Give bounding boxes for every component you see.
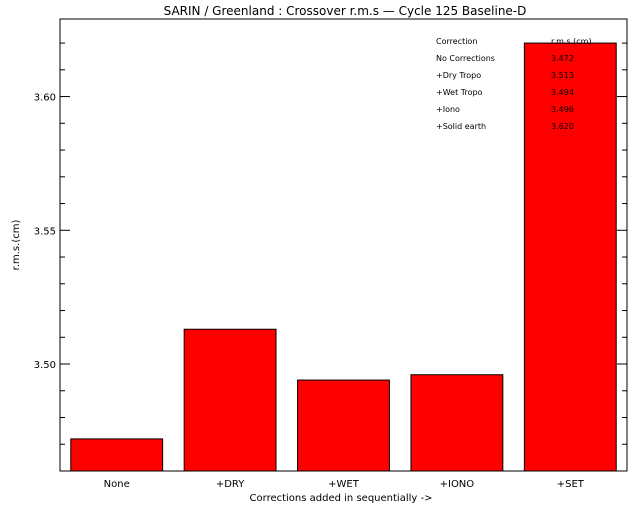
bar: [70, 438, 164, 472]
bar: [523, 42, 617, 472]
legend-header-name: Correction: [436, 37, 477, 46]
bar: [410, 374, 504, 472]
y-tick-label: 3.55: [34, 226, 56, 237]
x-axis-label: Corrections added in sequentially ->: [250, 493, 433, 504]
bar: [297, 379, 390, 472]
bar: [183, 328, 277, 472]
x-tick-label: +DRY: [216, 479, 245, 490]
legend-row-name: +Dry Tropo: [436, 71, 481, 80]
chart-title: SARIN / Greenland : Crossover r.m.s — Cy…: [164, 4, 527, 18]
y-axis-label: r.m.s.(cm): [11, 220, 22, 271]
legend-row-name: +Solid earth: [436, 122, 486, 131]
plot-frame: [59, 18, 628, 472]
x-tick-label: None: [104, 479, 130, 490]
y-tick-label: 3.50: [34, 360, 56, 371]
legend-row-value: 3.513: [551, 71, 574, 80]
bars-layer: [70, 42, 617, 472]
legend-row-name: +Iono: [436, 105, 460, 114]
x-tick-label: +IONO: [440, 479, 475, 490]
y-tick-label: 3.60: [34, 93, 56, 104]
x-tick-label: +SET: [557, 479, 585, 490]
legend-row-name: +Wet Tropo: [436, 88, 483, 97]
legend-row-value: 3.472: [551, 54, 574, 63]
x-tick-label: +WET: [328, 479, 360, 490]
legend-row-name: No Corrections: [436, 54, 495, 63]
legend: Correction r.m.s.(cm) No Corrections 3.472 +…: [436, 37, 592, 131]
legend-row-value: 3.620: [551, 122, 574, 131]
legend-row-value: 3.494: [551, 88, 574, 97]
legend-header-value: r.m.s.(cm): [551, 37, 592, 46]
axes-layer: None +DRY +WET +IONO +SET 3.50 3.55 3.60: [34, 18, 628, 490]
legend-row-value: 3.496: [551, 105, 574, 114]
